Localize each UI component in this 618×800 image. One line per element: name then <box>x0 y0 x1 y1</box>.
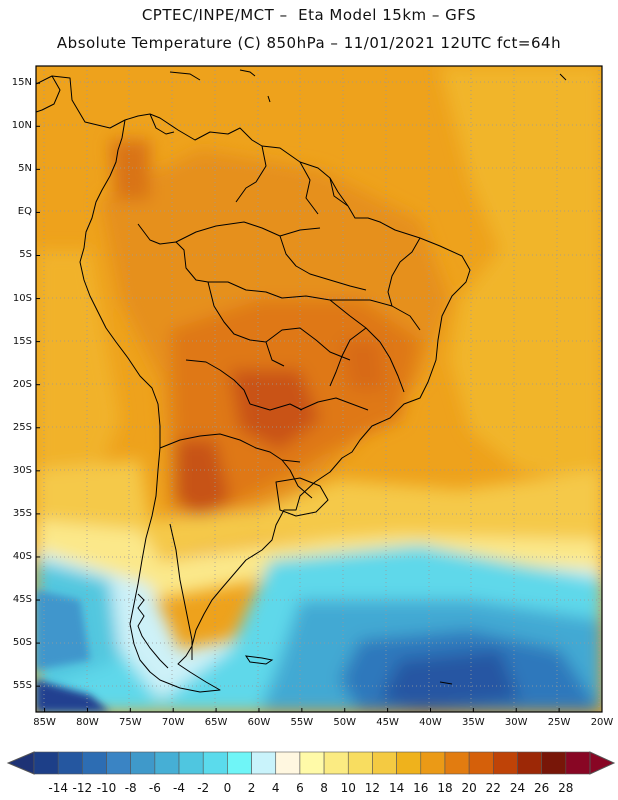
lat-tick-label: 35S <box>12 507 32 519</box>
lat-tick-label: 5S <box>19 249 32 261</box>
lat-tick-label: 20S <box>12 378 32 390</box>
lon-tick-label: 65W <box>204 717 228 728</box>
lon-tick-label: 30W <box>504 717 528 728</box>
colorbar-swatch <box>323 751 349 775</box>
colorbar-swatch <box>33 751 59 775</box>
colorbar-label: 20 <box>461 781 477 795</box>
map-title-line2: Absolute Temperature (C) 850hPa – 11/01/… <box>56 34 562 52</box>
colorbar-label: 22 <box>485 781 501 795</box>
colorbar-overflow <box>589 751 616 775</box>
colorbar-swatch <box>57 751 83 775</box>
lat-tick-label: 45S <box>12 594 32 606</box>
colorbar-label: 12 <box>364 781 381 795</box>
colorbar-swatch <box>420 751 446 775</box>
colorbar-swatch <box>106 751 131 775</box>
colorbar-swatch <box>493 751 518 775</box>
colorbar-swatch <box>251 751 277 775</box>
lon-tick-label: 45W <box>376 717 399 728</box>
colorbar-swatch <box>372 751 397 775</box>
colorbar-label: 16 <box>413 781 429 795</box>
colorbar-label: 26 <box>534 781 550 795</box>
lat-tick-label: 5N <box>18 163 32 175</box>
lat-tick-label: 10S <box>12 292 32 304</box>
colorbar-label: 18 <box>437 781 453 795</box>
colorbar-swatch <box>541 751 567 775</box>
lat-tick-label: 55S <box>12 680 32 692</box>
colorbar-swatch <box>275 751 301 775</box>
lon-tick-label: 75W <box>119 717 142 728</box>
lon-tick-label: 85W <box>33 717 56 728</box>
colorbar-label: 2 <box>247 781 256 795</box>
lat-tick-label: 15N <box>11 77 32 89</box>
colorbar-label: 4 <box>271 781 280 795</box>
colorbar-label: 24 <box>509 781 526 795</box>
lon-tick-label: 70W <box>161 717 185 728</box>
colorbar-label: 8 <box>320 781 328 795</box>
colorbar-label: 10 <box>340 781 356 795</box>
colorbar-swatch <box>468 751 494 775</box>
colorbar-label: -4 <box>173 781 186 795</box>
temperature-field <box>36 66 602 712</box>
colorbar-swatch <box>154 751 180 775</box>
lon-tick-label: 55W <box>290 717 314 728</box>
colorbar-label: 28 <box>558 781 574 795</box>
colorbar-swatch <box>347 751 373 775</box>
colorbar-label: 0 <box>223 781 232 795</box>
lat-tick-label: 30S <box>12 464 32 476</box>
colorbar-label: -6 <box>148 781 161 795</box>
colorbar-swatch <box>444 751 470 775</box>
lon-tick-label: 80W <box>76 717 99 728</box>
lat-tick-label: 15S <box>12 335 32 347</box>
lat-tick-label: EQ <box>17 206 32 218</box>
lat-tick-label: 10N <box>11 120 32 132</box>
coastlines <box>36 75 471 693</box>
temperature-colorbar <box>6 751 616 775</box>
colorbar-label: -8 <box>124 781 137 795</box>
colorbar-label: -14 <box>48 781 68 795</box>
colorbar-swatch <box>565 751 591 775</box>
colorbar-label: -10 <box>96 781 117 795</box>
colorbar-label: -2 <box>197 781 210 795</box>
colorbar-swatch <box>299 751 325 775</box>
lon-tick-label: 60W <box>247 717 271 728</box>
colorbar-swatch <box>130 751 156 775</box>
map-frame <box>35 65 603 713</box>
colorbar-swatch <box>82 751 107 775</box>
colorbar-underflow <box>6 751 35 775</box>
lon-tick-label: 25W <box>547 717 571 728</box>
lon-tick-label: 50W <box>333 717 357 728</box>
colorbar-swatch <box>517 751 542 775</box>
lat-tick-label: 50S <box>12 637 32 649</box>
colorbar-label: 6 <box>296 781 304 795</box>
colorbar-swatch <box>227 751 252 775</box>
caribbean-islands <box>137 69 567 685</box>
lat-tick-label: 25S <box>12 421 32 433</box>
colorbar-swatch <box>396 751 422 775</box>
map-title-line1: CPTEC/INPE/MCT – Eta Model 15km – GFS <box>141 6 477 24</box>
lat-tick-label: 40S <box>12 550 32 562</box>
colorbar-label: -12 <box>72 781 93 795</box>
colorbar-swatch <box>178 751 204 775</box>
lon-tick-label: 40W <box>419 717 442 728</box>
colorbar-swatch <box>202 751 228 775</box>
colorbar-label: 14 <box>388 781 405 795</box>
lon-tick-label: 35W <box>462 717 485 728</box>
lon-tick-label: 20W <box>590 717 614 728</box>
